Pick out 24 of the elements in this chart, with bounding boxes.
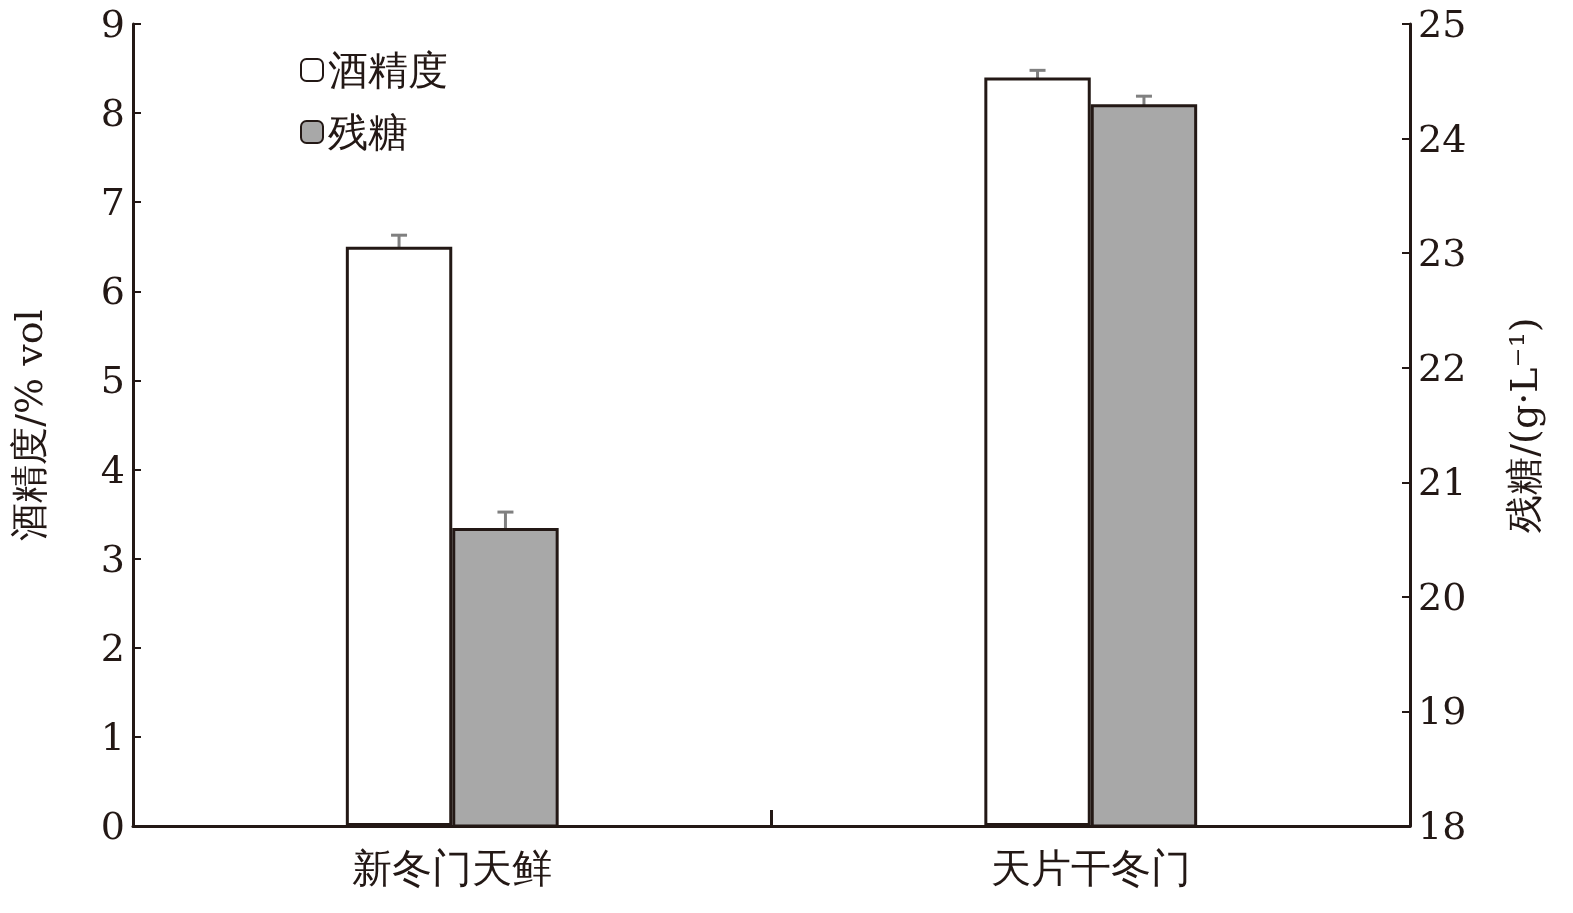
legend-label: 酒精度: [328, 47, 448, 93]
x-tick-label: 天片干冬门: [990, 845, 1191, 891]
y-tick-label: 2: [100, 625, 125, 670]
y2-axis-title: 残糖/(g·L⁻¹): [1502, 317, 1546, 533]
y2-tick-label: 20: [1418, 574, 1467, 619]
y2-tick-label: 23: [1418, 231, 1467, 276]
y2-tick-label: 25: [1418, 2, 1467, 46]
y2-tick-label: 24: [1418, 116, 1467, 161]
y-tick-label: 4: [100, 447, 125, 492]
y-tick-label: 7: [100, 180, 125, 225]
y2-tick-label: 18: [1418, 804, 1467, 848]
y-tick-label: 5: [100, 358, 125, 403]
y-tick-label: 9: [100, 2, 125, 46]
y2-tick-label: 22: [1418, 345, 1467, 390]
y2-tick-label: 21: [1418, 460, 1467, 505]
y-tick-label: 8: [100, 91, 125, 136]
y-tick-label: 3: [100, 536, 125, 581]
x-tick-label: 新冬门天鲜: [352, 845, 553, 891]
legend-label: 残糖: [328, 109, 408, 155]
y-tick-label: 0: [100, 804, 125, 848]
y-tick-label: 6: [100, 269, 125, 314]
y-tick-label: 1: [100, 714, 125, 759]
y-axis-title: 酒精度/% vol: [7, 309, 51, 541]
y2-tick-label: 19: [1418, 689, 1467, 734]
